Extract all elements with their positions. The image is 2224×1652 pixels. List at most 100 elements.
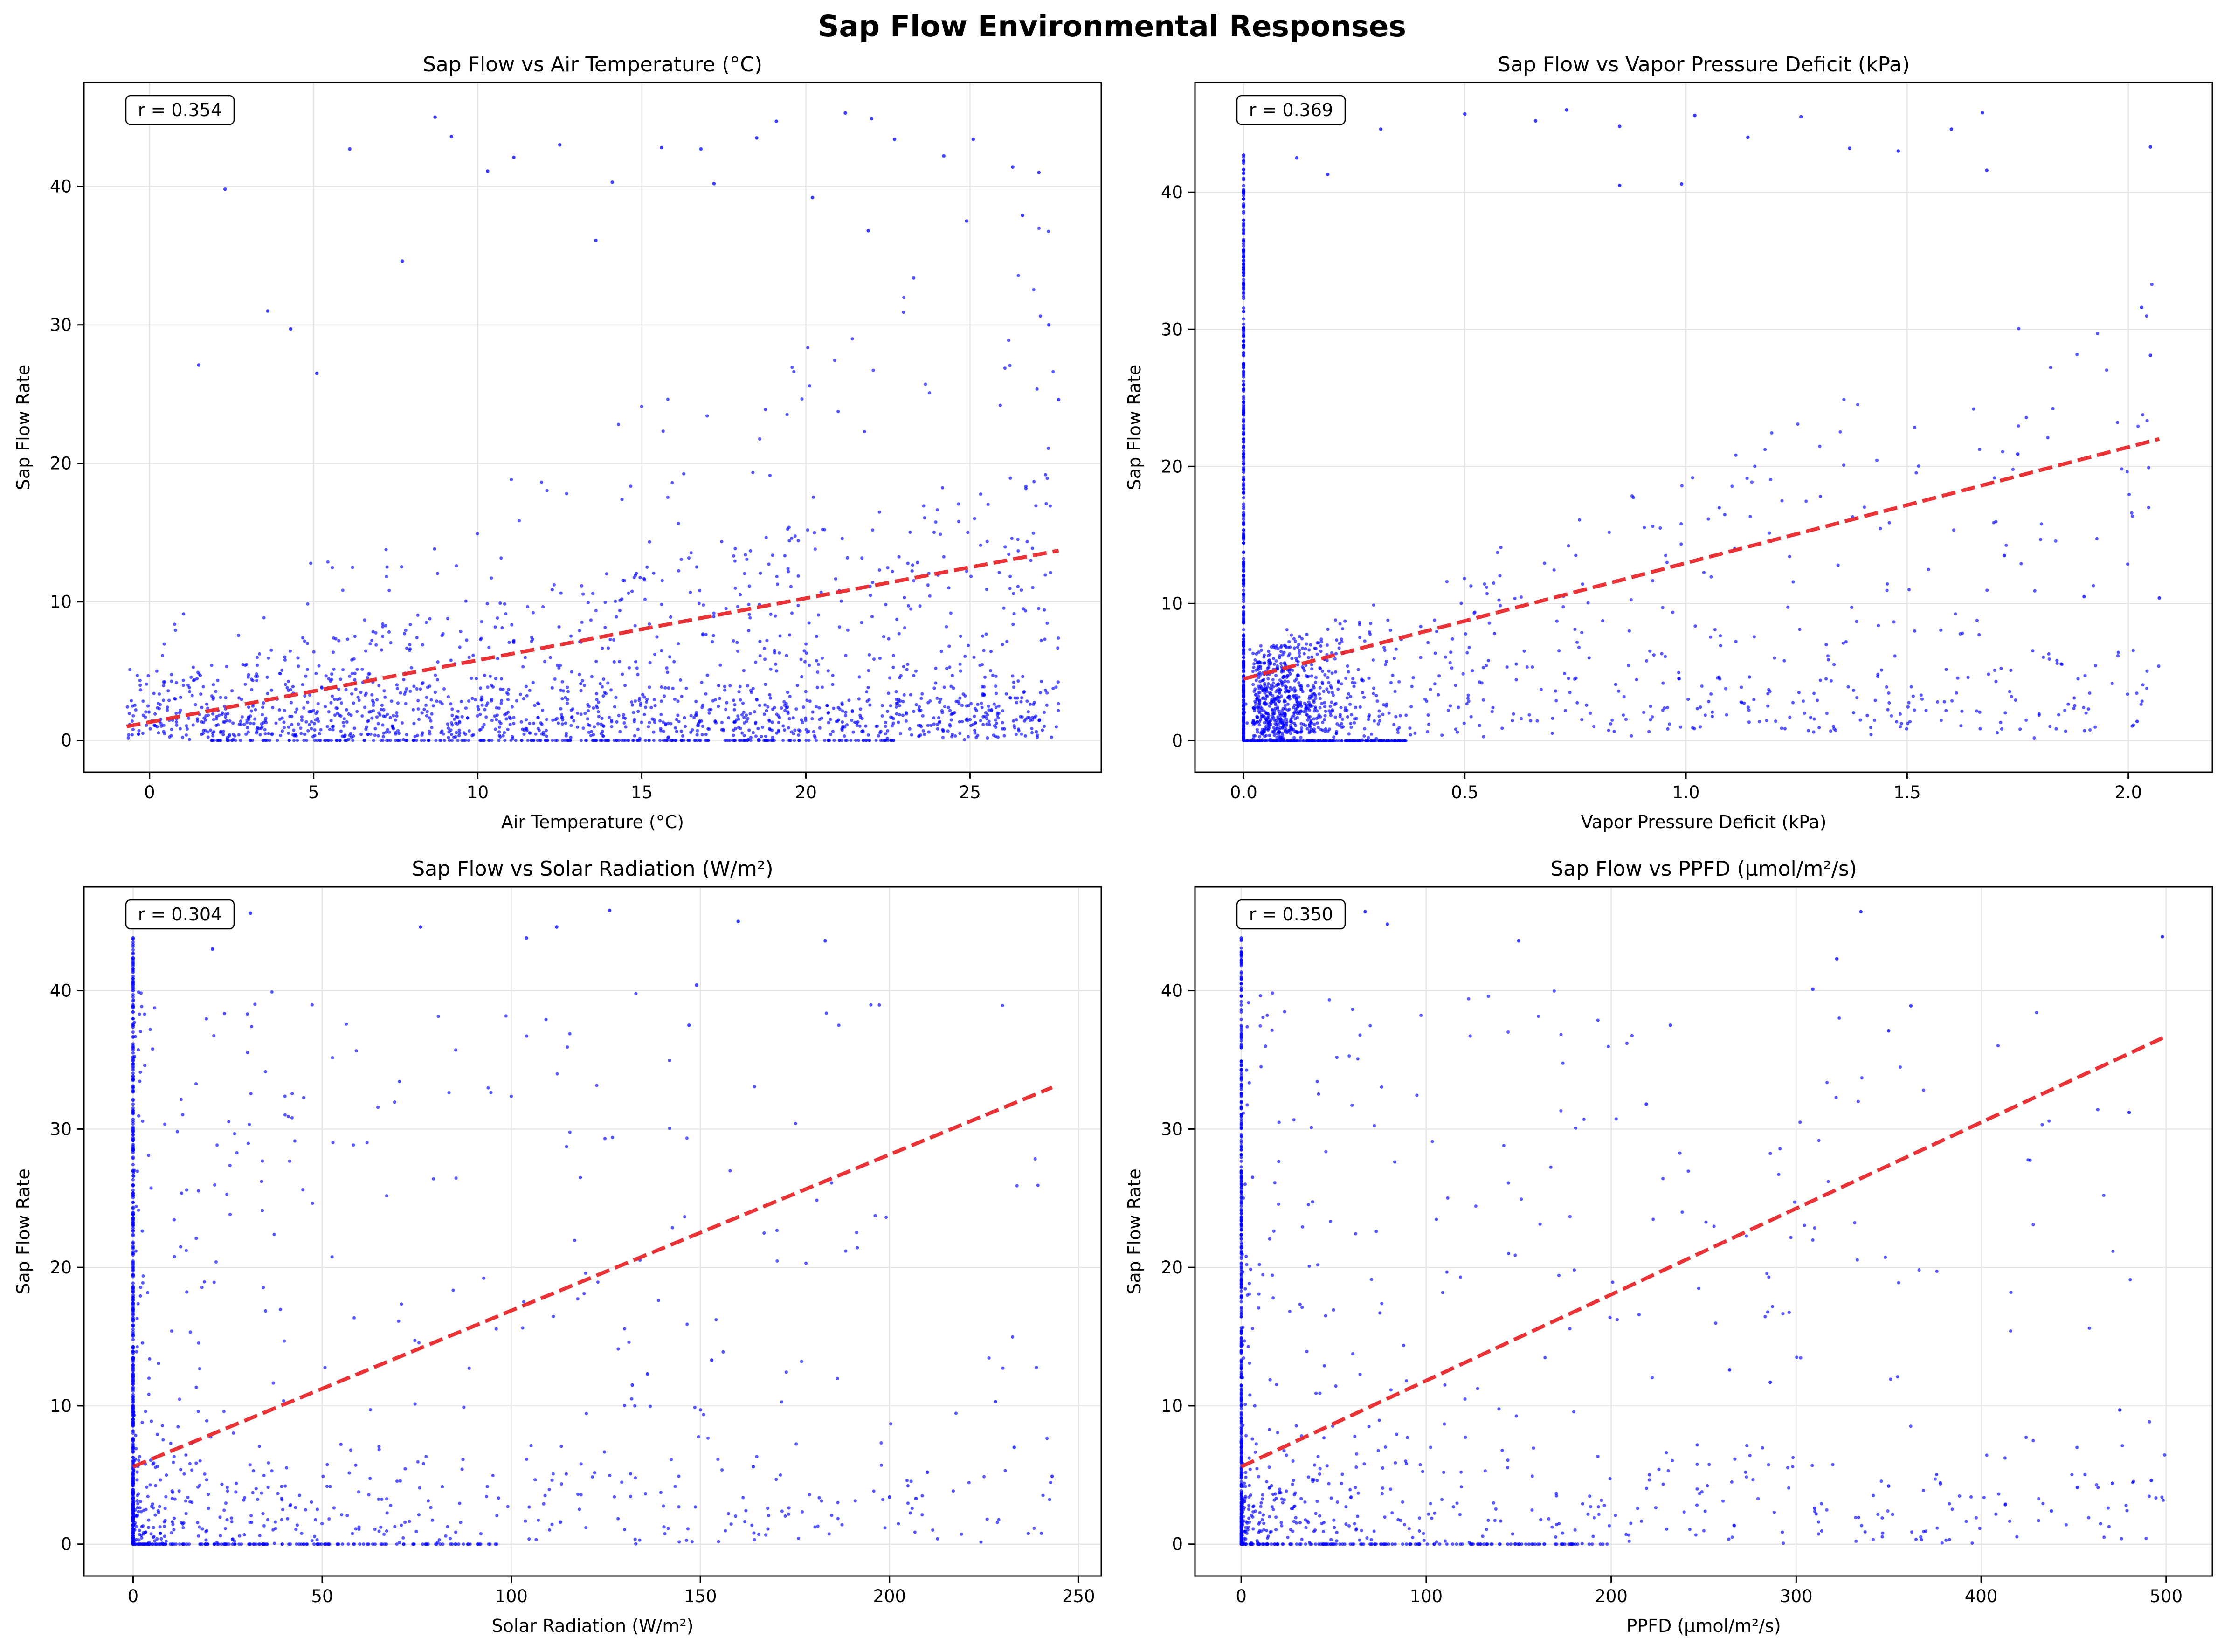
- scatter-point: [131, 1470, 135, 1473]
- scatter-point: [1032, 1526, 1036, 1530]
- scatter-point: [1007, 553, 1011, 556]
- scatter-point: [519, 720, 523, 724]
- scatter-point: [440, 702, 444, 706]
- scatter-point: [357, 1525, 361, 1529]
- scatter-point: [240, 698, 243, 701]
- scatter-point: [948, 724, 952, 728]
- scatter-point: [539, 480, 543, 484]
- scatter-point: [1977, 633, 1981, 636]
- scatter-point: [1340, 627, 1345, 631]
- x-tick-label: 25: [959, 782, 981, 802]
- scatter-point: [2042, 656, 2045, 659]
- scatter-point: [1396, 739, 1400, 742]
- scatter-point: [544, 739, 547, 742]
- scatter-point: [482, 739, 485, 742]
- scatter-point: [255, 727, 259, 731]
- scatter-point: [661, 720, 665, 724]
- scatter-point: [209, 728, 213, 732]
- scatter-point: [1315, 721, 1319, 725]
- scatter-point: [755, 136, 759, 140]
- scatter-point: [759, 571, 762, 575]
- scatter-point: [677, 1474, 681, 1478]
- scatter-point: [377, 1529, 381, 1533]
- scatter-point: [422, 707, 426, 711]
- scatter-point: [1409, 733, 1412, 737]
- scatter-point: [2116, 650, 2120, 654]
- scatter-point: [1294, 739, 1298, 742]
- scatter-point: [1747, 675, 1751, 679]
- scatter-point: [581, 592, 585, 596]
- scatter-point: [831, 730, 835, 733]
- scatter-point: [1907, 588, 1911, 592]
- scatter-point: [512, 722, 516, 726]
- scatter-point: [543, 1493, 547, 1498]
- scatter-point: [1375, 699, 1379, 703]
- scatter-point: [580, 584, 584, 588]
- scatter-point: [2093, 664, 2097, 668]
- scatter-point: [1043, 573, 1047, 577]
- scatter-point: [464, 706, 468, 710]
- scatter-point: [1679, 182, 1684, 186]
- scatter-point: [327, 677, 331, 681]
- scatter-point: [1281, 733, 1285, 737]
- scatter-point: [155, 669, 159, 673]
- scatter-point: [179, 1098, 183, 1101]
- scatter-point: [985, 717, 989, 720]
- scatter-point: [1499, 604, 1502, 608]
- scatter-point: [866, 733, 870, 737]
- scatter-point: [559, 688, 563, 692]
- scatter-point: [194, 1461, 198, 1465]
- scatter-point: [212, 683, 215, 687]
- scatter-point: [304, 674, 308, 678]
- scatter-point: [153, 724, 157, 727]
- panel-title: Sap Flow vs Air Temperature (°C): [423, 53, 762, 76]
- scatter-point: [723, 688, 727, 692]
- scatter-point: [1301, 646, 1305, 650]
- scatter-point: [1260, 732, 1264, 736]
- scatter-point: [596, 1280, 600, 1284]
- scatter-point: [1242, 580, 1245, 584]
- scatter-point: [886, 691, 891, 695]
- scatter-point: [786, 710, 790, 714]
- scatter-point: [687, 739, 691, 742]
- scatter-point: [1709, 635, 1713, 639]
- scatter-point: [1288, 739, 1292, 742]
- scatter-point: [758, 437, 761, 441]
- scatter-point: [433, 547, 436, 551]
- scatter-point: [1308, 715, 1312, 719]
- scatter-point: [594, 660, 598, 664]
- scatter-point: [297, 1493, 302, 1497]
- scatter-point: [702, 603, 705, 607]
- scatter-point: [1242, 259, 1246, 263]
- scatter-point: [1039, 1532, 1043, 1535]
- scatter-point: [669, 1458, 673, 1461]
- scatter-point: [674, 726, 677, 730]
- scatter-point: [490, 576, 493, 580]
- scatter-point: [143, 1064, 147, 1067]
- scatter-point: [1280, 644, 1284, 648]
- scatter-point: [873, 1214, 877, 1217]
- scatter-point: [634, 660, 638, 664]
- scatter-point: [920, 1494, 924, 1498]
- scatter-point: [380, 708, 383, 712]
- scatter-point: [905, 668, 909, 671]
- scatter-point: [1296, 645, 1299, 649]
- scatter-point: [204, 1538, 208, 1542]
- scatter-point: [224, 715, 228, 719]
- scatter-point: [1273, 697, 1277, 700]
- scatter-point: [140, 1536, 144, 1540]
- scatter-point: [181, 678, 185, 682]
- scatter-point: [326, 739, 330, 742]
- scatter-point: [368, 1408, 373, 1412]
- scatter-point: [638, 739, 642, 742]
- scatter-point: [286, 1517, 290, 1521]
- scatter-point: [1987, 672, 1990, 676]
- scatter-point: [1056, 680, 1060, 684]
- scatter-point: [1242, 286, 1245, 290]
- panel-solar-radiation: Sap Flow vs Solar Radiation (W/m²) Solar…: [13, 857, 1102, 1636]
- scatter-point: [1277, 730, 1280, 733]
- scatter-point: [1242, 712, 1245, 715]
- scatter-point: [1287, 694, 1291, 698]
- x-axis-label: Solar Radiation (W/m²): [492, 1616, 694, 1636]
- scatter-point: [224, 1501, 228, 1505]
